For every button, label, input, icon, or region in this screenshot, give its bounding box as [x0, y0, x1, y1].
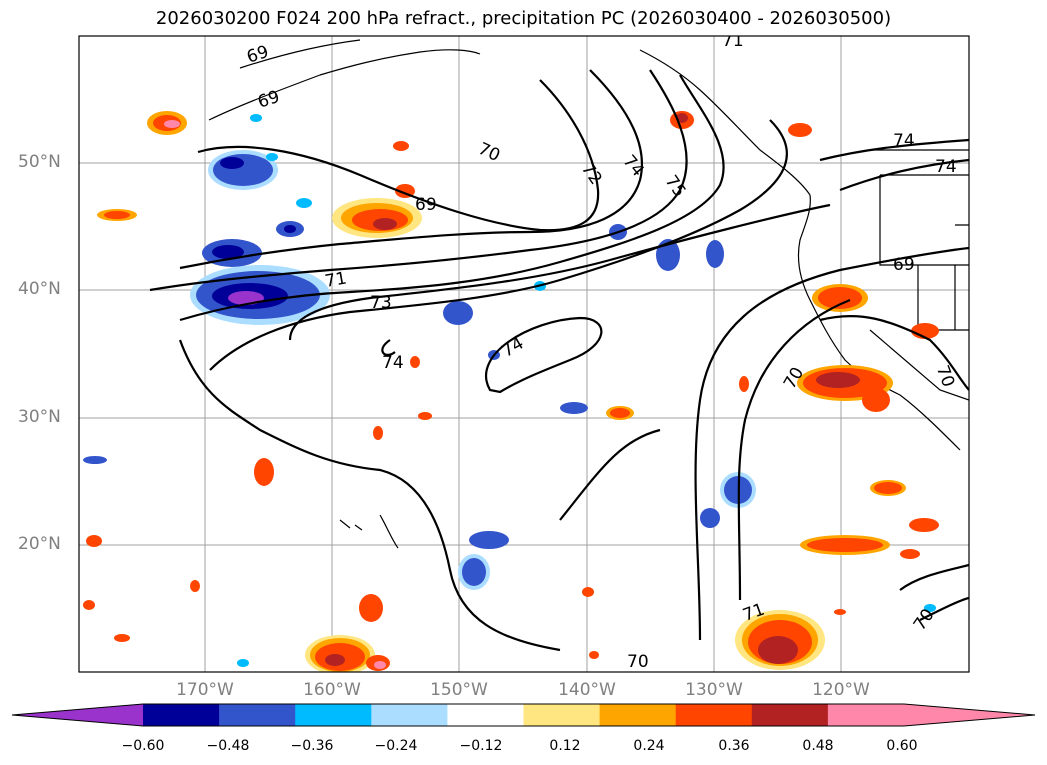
colorbar-box — [295, 704, 372, 726]
lat-label-40n: 40°N — [18, 279, 61, 299]
colorbar-tick-label: −0.12 — [459, 738, 503, 754]
colorbar-tick-label: 0.60 — [886, 738, 918, 754]
colorbar-box — [675, 704, 753, 726]
colorbar-arrow-high — [904, 704, 1035, 726]
map-frame — [78, 35, 970, 673]
colorbar-box — [143, 704, 220, 726]
contour-label: 73 — [370, 293, 392, 313]
contour-label: 71 — [722, 31, 744, 51]
colorbar-tick-label: −0.48 — [206, 738, 250, 754]
lat-label-20n: 20°N — [18, 534, 61, 554]
refractivity-contours — [149, 69, 969, 652]
colorbar — [11, 703, 1036, 727]
contour-label: 71 — [323, 268, 348, 291]
contour-label: 70 — [627, 652, 649, 672]
contour-label: 70 — [475, 139, 503, 166]
colorbar-arrow-low — [12, 704, 143, 726]
colorbar-tick-label: 0.24 — [633, 738, 665, 754]
colorbar-tick-label: −0.24 — [374, 738, 418, 754]
colorbar-box — [447, 704, 524, 726]
contour-label: 69 — [893, 255, 915, 275]
colorbar-tick-label: 0.48 — [802, 738, 834, 754]
lon-label-120w: 120°W — [812, 680, 870, 700]
page-title: 2026030200 F024 200 hPa refract., precip… — [155, 8, 892, 29]
lat-label-50n: 50°N — [18, 152, 61, 172]
colorbar-box — [827, 704, 905, 726]
lon-label-130w: 130°W — [685, 680, 743, 700]
contour-label: 74 — [499, 334, 528, 362]
contour-label: 74 — [935, 157, 957, 177]
colorbar-box — [371, 704, 448, 726]
contour-label: 69 — [415, 195, 437, 215]
colorbar-tick-label: 0.36 — [718, 738, 750, 754]
colorbar-box — [219, 704, 296, 726]
lon-label-160w: 160°W — [303, 680, 361, 700]
contour-label: 74 — [619, 151, 648, 180]
contour-label: 69 — [244, 42, 271, 68]
colorbar-tick-label: −0.36 — [290, 738, 334, 754]
colorbar-box — [599, 704, 677, 726]
contour-label: 74 — [893, 131, 915, 151]
colorbar-box — [523, 704, 601, 726]
colorbar-outline — [11, 703, 1036, 727]
lon-label-140w: 140°W — [558, 680, 616, 700]
lon-label-150w: 150°W — [430, 680, 488, 700]
contour-labels: 69 69 69 69 70 70 70 70 70 71 71 71 72 7… — [244, 31, 958, 672]
colorbar-tick-label: −0.60 — [121, 738, 165, 754]
contour-label: 74 — [382, 353, 404, 373]
colorbar-box — [751, 704, 829, 726]
contour-label: 72 — [577, 159, 606, 188]
gridlines — [79, 36, 969, 672]
colorbar-tick-label: 0.12 — [549, 738, 581, 754]
lon-label-170w: 170°W — [176, 680, 234, 700]
lat-label-30n: 30°N — [18, 407, 61, 427]
coastlines — [208, 39, 969, 549]
